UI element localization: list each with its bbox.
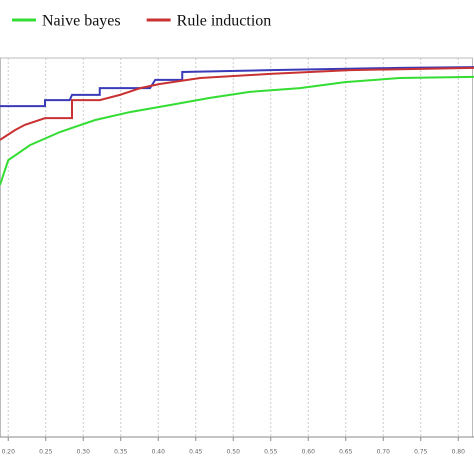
x-tick-label: 0.20 bbox=[2, 449, 16, 456]
legend: Naive bayes Rule induction bbox=[12, 13, 271, 30]
line-series bbox=[0, 75, 474, 186]
x-tick-label: 0.40 bbox=[152, 449, 166, 456]
line-series bbox=[0, 66, 474, 141]
x-tick-label: 0.55 bbox=[264, 449, 278, 456]
legend-label: Naive bayes bbox=[42, 13, 121, 30]
x-tick-label: 0.45 bbox=[189, 449, 203, 456]
x-tick-label: 0.25 bbox=[39, 449, 53, 456]
x-tick-label: 0.75 bbox=[414, 449, 428, 456]
x-tick-label: 0.60 bbox=[302, 449, 316, 456]
legend-label: Rule induction bbox=[177, 13, 272, 30]
line-series bbox=[0, 66, 474, 108]
x-tick-label: 0.80 bbox=[452, 449, 466, 456]
x-tick-label: 0.70 bbox=[377, 449, 391, 456]
x-tick-label: 0.65 bbox=[339, 449, 353, 456]
x-tick-label: 0.30 bbox=[77, 449, 91, 456]
x-tick-label: 0.50 bbox=[227, 449, 241, 456]
x-tick-label: 0.35 bbox=[114, 449, 128, 456]
